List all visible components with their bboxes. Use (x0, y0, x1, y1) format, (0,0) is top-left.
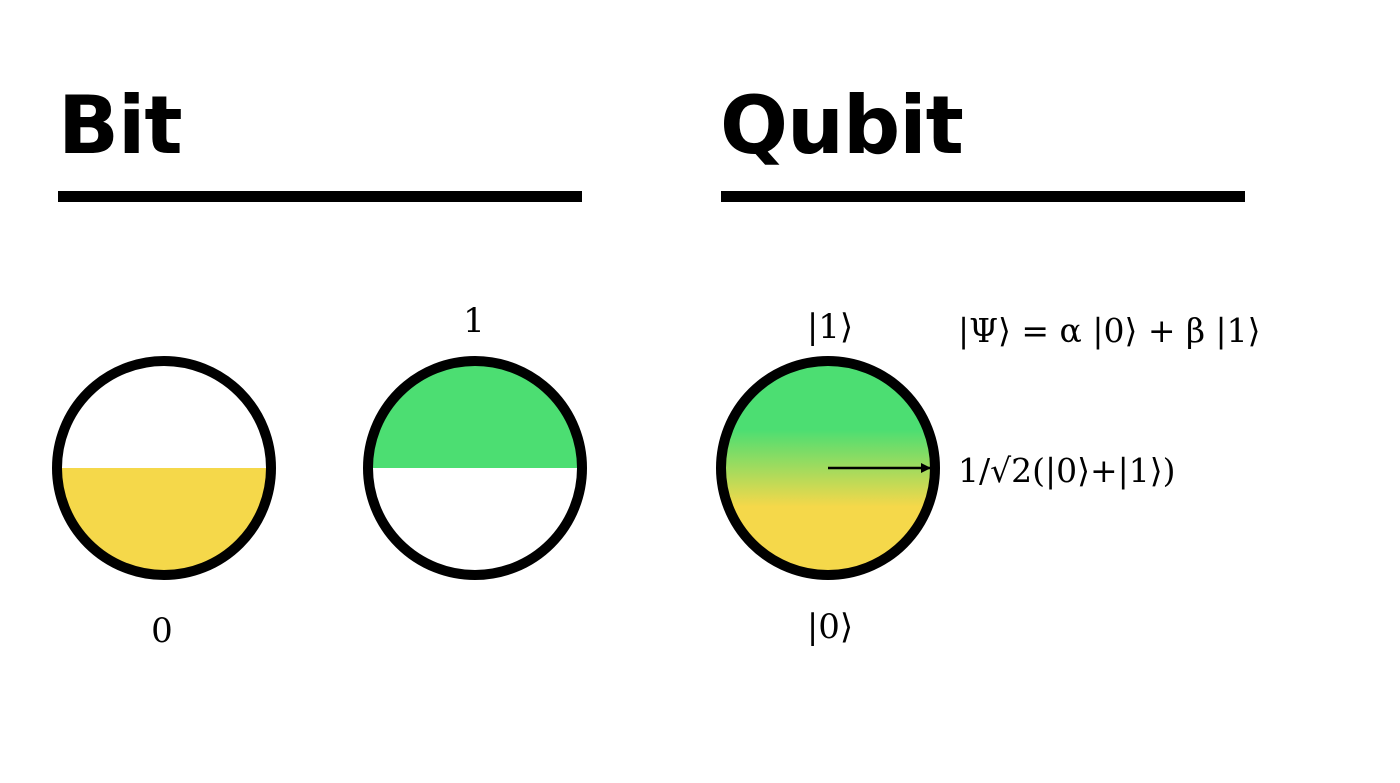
bit-underline (58, 191, 582, 202)
bit-zero-label: 0 (151, 611, 173, 651)
bit-zero-sphere (52, 356, 276, 580)
bit-one-sphere (363, 356, 587, 580)
bit-heading: Bit (58, 79, 183, 172)
qubit-underline (721, 191, 1245, 202)
bit-one-label: 1 (463, 301, 485, 341)
qubit-bottom-label: |0⟩ (807, 607, 853, 647)
qubit-heading: Qubit (720, 79, 964, 172)
bit-one-fill (368, 361, 582, 468)
qubit-sphere (716, 356, 940, 580)
qubit-top-label: |1⟩ (807, 307, 853, 347)
qubit-state-equation: |Ψ⟩ = α |0⟩ + β |1⟩ (958, 311, 1261, 350)
superposition-label: 1/√2(|0⟩+|1⟩) (958, 451, 1176, 490)
